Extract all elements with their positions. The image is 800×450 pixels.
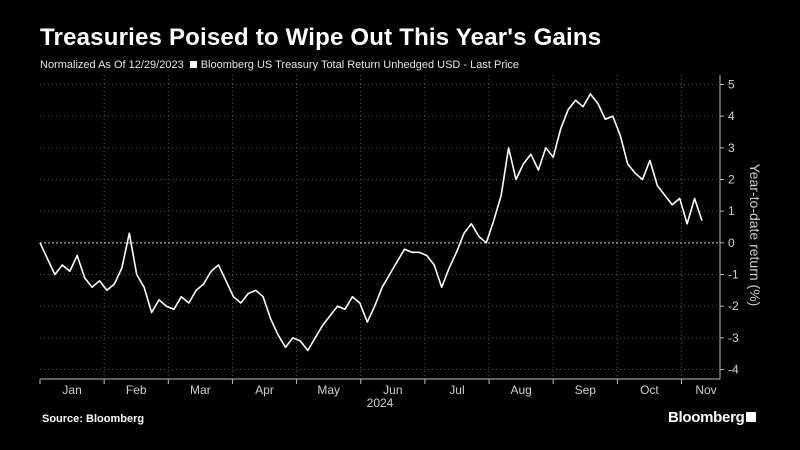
x-tick-label: Jun — [383, 383, 402, 397]
y-tick-label: 3 — [728, 141, 735, 155]
y-axis-label: Year-to-date return (%) — [747, 164, 763, 307]
y-tick-label: -2 — [728, 299, 739, 313]
brand-logo: Bloomberg — [668, 409, 745, 426]
y-tick-label: 0 — [728, 236, 735, 250]
legend-swatch — [189, 61, 197, 68]
legend-series-label: Bloomberg US Treasury Total Return Unhed… — [200, 59, 520, 71]
y-tick-label: 1 — [728, 204, 735, 218]
y-tick-label: 5 — [728, 78, 735, 92]
y-tick-label: -1 — [728, 268, 739, 282]
x-tick-label: Oct — [640, 383, 659, 397]
x-tick-label: Sep — [575, 383, 597, 397]
x-tick-label: Feb — [126, 383, 147, 397]
grid-lines — [40, 75, 720, 379]
source-note: Source: Bloomberg — [42, 413, 145, 425]
y-tick-label: -4 — [728, 363, 739, 377]
x-tick-label: Nov — [695, 383, 716, 397]
x-tick-label: Mar — [190, 383, 211, 397]
y-tick-label: 4 — [728, 109, 735, 123]
y-tick-label: 2 — [728, 173, 735, 187]
y-axis: 5 4 3 2 1 0 -1 -2 -3 -4 — [720, 78, 739, 377]
x-axis-year-label: 2024 — [367, 396, 394, 410]
chart-subtitle: Normalized As Of 12/29/2023 — [40, 59, 184, 71]
bloomberg-icon — [746, 412, 756, 422]
series-line — [39, 93, 703, 352]
x-axis: Jan Feb Mar Apr May Jun Jul Aug Sep Oct Nov — [39, 379, 717, 397]
x-tick-label: Jul — [449, 383, 464, 397]
series-group — [39, 93, 703, 352]
chart-title: Treasuries Poised to Wipe Out This Year'… — [40, 24, 602, 51]
y-tick-label: -3 — [728, 331, 739, 345]
axes — [40, 75, 721, 380]
x-tick-label: Jan — [62, 383, 81, 397]
legend: Normalized As Of 12/29/2023 Bloomberg US … — [40, 59, 519, 71]
x-tick-label: Aug — [510, 383, 531, 397]
x-tick-label: May — [317, 383, 340, 397]
x-tick-label: Apr — [255, 383, 274, 397]
